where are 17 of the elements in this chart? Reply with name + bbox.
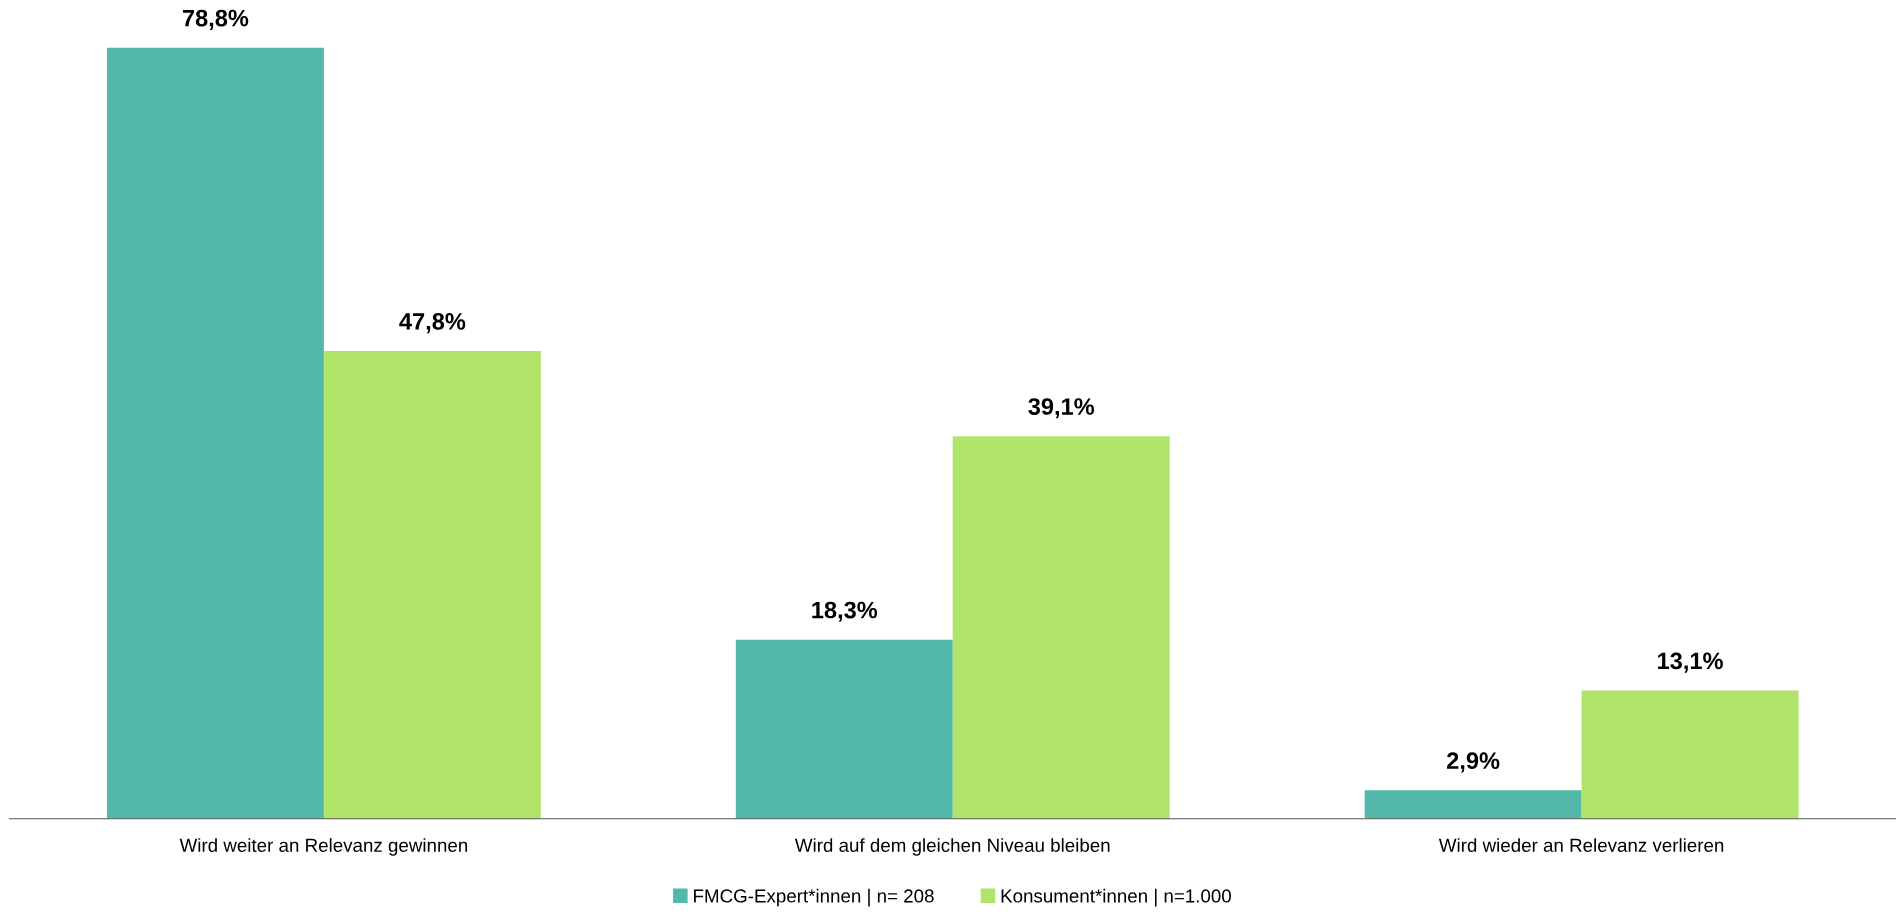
bar [952, 436, 1170, 819]
x-tick-label: Wird wieder an Relevanz verlieren [1438, 838, 1724, 852]
bar [1364, 790, 1582, 819]
data-label: 39,1% [1028, 398, 1095, 419]
data-label: 13,1% [1658, 652, 1723, 673]
legend-label: FMCG-Expert*innen | n= 208 [694, 888, 934, 907]
bar [106, 47, 324, 819]
x-tick-label: Wird weiter an Relevanz gewinnen [179, 838, 468, 856]
data-label: 47,8% [399, 313, 466, 334]
x-tick-label: Wird auf dem gleichen Niveau bleiben [794, 838, 1110, 856]
data-label: 18,3% [812, 601, 878, 622]
bar [1581, 690, 1799, 819]
bar [323, 351, 541, 819]
legend-label: Konsument*innen | n=1.000 [1001, 888, 1231, 907]
bar [735, 639, 953, 819]
data-label: 2,9% [1447, 752, 1500, 773]
data-label: 78,8% [182, 9, 249, 30]
